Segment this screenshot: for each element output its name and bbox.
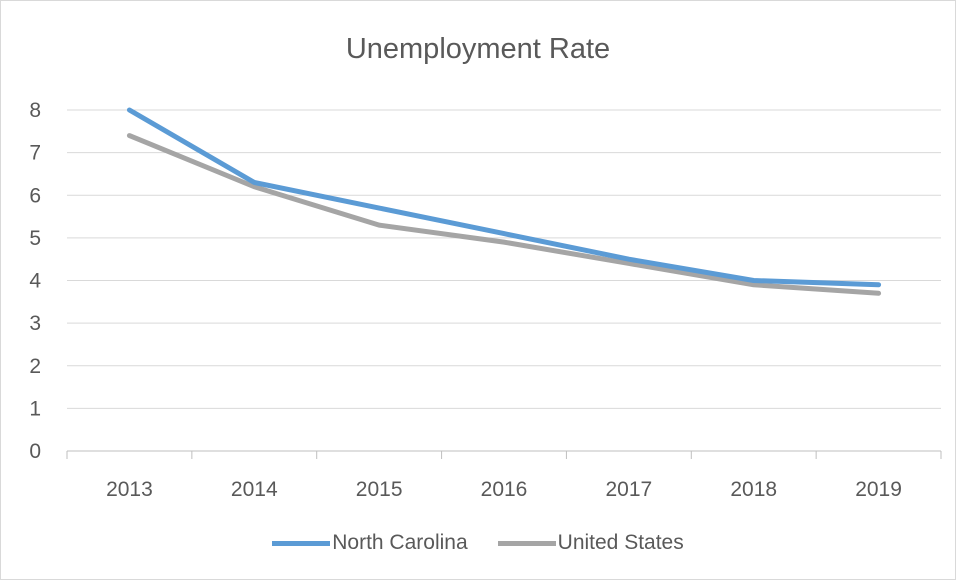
legend-item-north-carolina: North Carolina (272, 531, 468, 555)
legend-label-united-states: United States (557, 531, 684, 554)
x-tick-label-2017: 2017 (605, 478, 652, 501)
y-tick-label-1: 1 (29, 397, 41, 420)
series-line-united-states (126, 133, 882, 296)
legend-swatch-united-states (497, 540, 556, 546)
y-tick-label-2: 2 (29, 355, 41, 378)
y-tick-label-8: 8 (29, 99, 41, 122)
x-tick-label-2019: 2019 (855, 478, 902, 501)
x-tick-label-2015: 2015 (356, 478, 403, 501)
chart-title: Unemployment Rate (345, 33, 611, 65)
x-tick-label-2018: 2018 (730, 478, 777, 501)
x-tick-label-2016: 2016 (481, 478, 528, 501)
legend-item-united-states: United States (497, 531, 684, 555)
y-tick-label-6: 6 (29, 184, 41, 207)
x-tick-label-2014: 2014 (231, 478, 278, 501)
y-tick-label-4: 4 (29, 270, 41, 293)
y-tick-label-7: 7 (29, 142, 41, 165)
legend-swatch-north-carolina (272, 540, 331, 546)
y-tick-label-0: 0 (29, 440, 41, 463)
y-tick-label-3: 3 (29, 312, 41, 335)
legend: North Carolina United States (1, 531, 955, 555)
legend-label-north-carolina: North Carolina (332, 531, 468, 554)
x-tick-label-2013: 2013 (106, 478, 153, 501)
y-tick-label-5: 5 (29, 227, 41, 250)
series-line-north-carolina (126, 107, 882, 288)
